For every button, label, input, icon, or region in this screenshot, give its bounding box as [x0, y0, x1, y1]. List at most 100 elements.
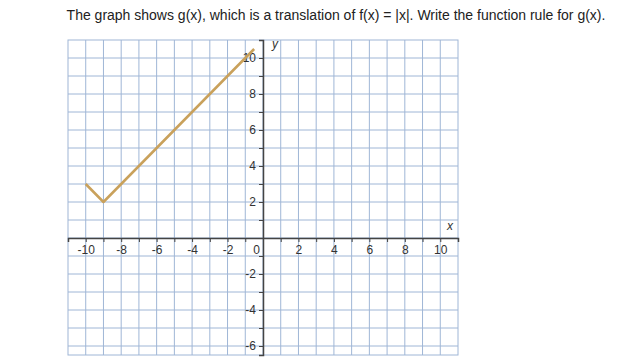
y-tick-mark: [259, 274, 263, 275]
x-tick-mark: [103, 238, 104, 242]
grid-line: [422, 40, 423, 355]
x-tick-label: -10: [78, 243, 96, 257]
y-tick-label: -2: [245, 267, 256, 281]
grid-line: [440, 40, 441, 355]
chart: The graph shows g(x), which is a transla…: [0, 0, 620, 359]
x-tick-label: -2: [223, 243, 234, 257]
grid-line: [280, 40, 281, 355]
plot-area: [86, 49, 254, 202]
grid-line: [369, 40, 370, 355]
x-tick-label: 0: [253, 243, 260, 257]
x-tick: 4: [331, 238, 338, 257]
y-tick-mark: [259, 310, 263, 311]
x-tick: 10: [434, 238, 448, 257]
x-tick-mark: [210, 238, 211, 242]
y-tick: [259, 256, 263, 257]
x-tick-mark: [440, 238, 441, 242]
grid-line: [174, 40, 175, 355]
y-tick-mark: [259, 58, 263, 59]
y-tick: [259, 328, 263, 329]
y-tick: [259, 220, 263, 221]
y-tick: [259, 112, 263, 113]
y-tick: [259, 238, 263, 239]
y-tick: [259, 292, 263, 293]
x-tick-mark: [281, 238, 282, 242]
x-tick: [210, 238, 211, 242]
y-tick-mark: [259, 184, 263, 185]
x-tick-mark: [157, 238, 158, 242]
grid-line: [298, 40, 299, 355]
y-tick-mark: [259, 238, 263, 239]
plot-frame: [68, 40, 458, 355]
y-tick: 8: [249, 87, 263, 101]
x-tick-label: -4: [187, 243, 198, 257]
grid: [68, 40, 458, 355]
x-tick: [423, 238, 424, 242]
y-tick-mark: [259, 148, 263, 149]
grid-line: [404, 40, 405, 355]
x-tick: 2: [296, 238, 303, 257]
x-tick-label: -8: [116, 243, 127, 257]
grid-line: [316, 40, 317, 355]
y-tick-mark: [259, 220, 263, 221]
y-tick-mark: [259, 76, 263, 77]
x-tick: -8: [116, 238, 127, 257]
x-tick-mark: [174, 238, 175, 242]
y-tick-label: -6: [245, 339, 256, 353]
grid-line: [387, 40, 388, 355]
y-tick-mark: [259, 166, 263, 167]
x-tick: -6: [152, 238, 163, 257]
y-tick-label: 2: [249, 195, 256, 209]
x-tick-label: 4: [331, 243, 338, 257]
x-tick: 8: [402, 238, 409, 257]
x-tick-mark: [121, 238, 122, 242]
grid-line: [85, 40, 86, 355]
grid-line: [138, 40, 139, 355]
x-tick: [352, 238, 353, 242]
y-tick-mark: [259, 346, 263, 347]
y-axis-line: [259, 41, 264, 356]
x-tick: [174, 238, 175, 242]
y-tick-mark: [259, 130, 263, 131]
y-tick: -2: [245, 267, 263, 281]
x-tick: -10: [78, 238, 96, 257]
x-tick: 0: [253, 238, 263, 257]
y-tick-mark: [259, 202, 263, 203]
function-line: [86, 49, 254, 202]
x-tick-mark: [245, 238, 246, 242]
y-axis-label: y: [271, 37, 279, 51]
y-tick: [259, 184, 263, 185]
x-tick: -2: [223, 238, 234, 257]
grid-line: [192, 40, 193, 355]
grid-line: [333, 40, 334, 355]
y-tick-mark: [259, 112, 263, 113]
x-tick-label: 2: [296, 243, 303, 257]
y-tick-mark: [259, 292, 263, 293]
x-tick-label: 10: [434, 243, 448, 257]
x-tick-mark: [192, 238, 193, 242]
x-tick: [139, 238, 140, 242]
x-tick-label: 6: [367, 243, 374, 257]
x-tick-mark: [405, 238, 406, 242]
y-tick: [259, 148, 263, 149]
grid-line: [351, 40, 352, 355]
x-tick-mark: [423, 238, 424, 242]
y-tick-mark: [259, 94, 263, 95]
y-tick-label: 6: [249, 123, 256, 137]
x-tick-mark: [334, 238, 335, 242]
x-tick-label: -6: [152, 243, 163, 257]
grid-line: [156, 40, 157, 355]
x-tick: 6: [367, 238, 374, 257]
grid-line: [121, 40, 122, 355]
grid-line: [227, 40, 228, 355]
x-tick-mark: [298, 238, 299, 242]
y-tick-label: 8: [249, 87, 256, 101]
grid-line: [209, 40, 210, 355]
title: The graph shows g(x), which is a transla…: [67, 7, 606, 23]
grid-line: [103, 40, 104, 355]
y-tick: 6: [249, 123, 263, 137]
x-tick-mark: [387, 238, 388, 242]
x-tick-mark: [352, 238, 353, 242]
x-tick: [281, 238, 282, 242]
y-tick-mark: [259, 256, 263, 257]
